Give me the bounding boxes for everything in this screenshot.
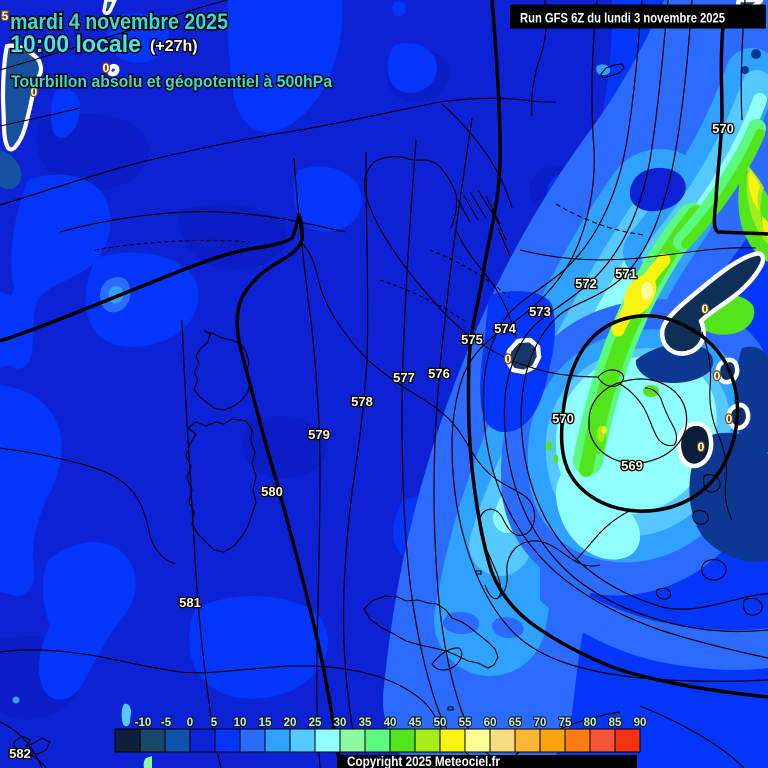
svg-text:mardi 4 novembre 2025: mardi 4 novembre 2025 <box>10 9 228 34</box>
svg-text:5: 5 <box>211 717 218 729</box>
svg-text:20: 20 <box>284 717 297 729</box>
svg-text:575: 575 <box>461 332 483 347</box>
svg-text:579: 579 <box>308 427 330 442</box>
svg-text:65: 65 <box>509 717 522 729</box>
svg-text:0: 0 <box>698 440 705 454</box>
svg-text:10: 10 <box>234 717 247 729</box>
svg-text:570: 570 <box>552 411 574 426</box>
svg-text:569: 569 <box>621 458 643 473</box>
svg-text:580: 580 <box>261 484 283 499</box>
svg-text:5: 5 <box>2 9 9 23</box>
svg-text:0: 0 <box>726 412 733 426</box>
svg-text:80: 80 <box>584 717 597 729</box>
svg-text:572: 572 <box>575 276 597 291</box>
svg-text:0: 0 <box>505 352 512 366</box>
svg-text:(+27h): (+27h) <box>150 38 198 55</box>
svg-text:10:00 locale: 10:00 locale <box>10 31 141 58</box>
svg-text:15: 15 <box>259 717 272 729</box>
svg-text:0: 0 <box>714 369 721 383</box>
svg-text:60: 60 <box>484 717 497 729</box>
svg-text:571: 571 <box>615 266 637 281</box>
svg-text:50: 50 <box>434 717 447 729</box>
svg-text:582: 582 <box>9 746 31 761</box>
svg-text:30: 30 <box>334 717 347 729</box>
svg-text:574: 574 <box>494 321 516 336</box>
svg-text:581: 581 <box>179 595 201 610</box>
svg-text:0: 0 <box>702 302 709 316</box>
svg-text:85: 85 <box>609 717 622 729</box>
svg-text:573: 573 <box>529 304 551 319</box>
svg-text:55: 55 <box>459 717 472 729</box>
svg-text:75: 75 <box>559 717 572 729</box>
svg-text:90: 90 <box>634 717 647 729</box>
svg-text:-5: -5 <box>161 717 172 729</box>
svg-text:570: 570 <box>712 121 734 136</box>
svg-text:Run GFS 6Z du lundi 3 novembre: Run GFS 6Z du lundi 3 novembre 2025 <box>520 10 725 26</box>
svg-text:578: 578 <box>351 394 373 409</box>
svg-text:-10: -10 <box>135 717 152 729</box>
svg-text:0: 0 <box>187 717 193 729</box>
svg-text:70: 70 <box>534 717 547 729</box>
svg-text:Tourbillon absolu et géopotent: Tourbillon absolu et géopotentiel à 500h… <box>11 72 332 91</box>
svg-text:25: 25 <box>309 717 322 729</box>
svg-text:576: 576 <box>428 366 450 381</box>
svg-text:40: 40 <box>384 717 397 729</box>
svg-text:577: 577 <box>393 370 415 385</box>
svg-text:35: 35 <box>359 717 372 729</box>
svg-text:0: 0 <box>103 61 110 75</box>
svg-text:0: 0 <box>31 85 38 99</box>
svg-text:45: 45 <box>409 717 422 729</box>
svg-text:Copyright 2025 Meteociel.fr: Copyright 2025 Meteociel.fr <box>347 754 501 768</box>
